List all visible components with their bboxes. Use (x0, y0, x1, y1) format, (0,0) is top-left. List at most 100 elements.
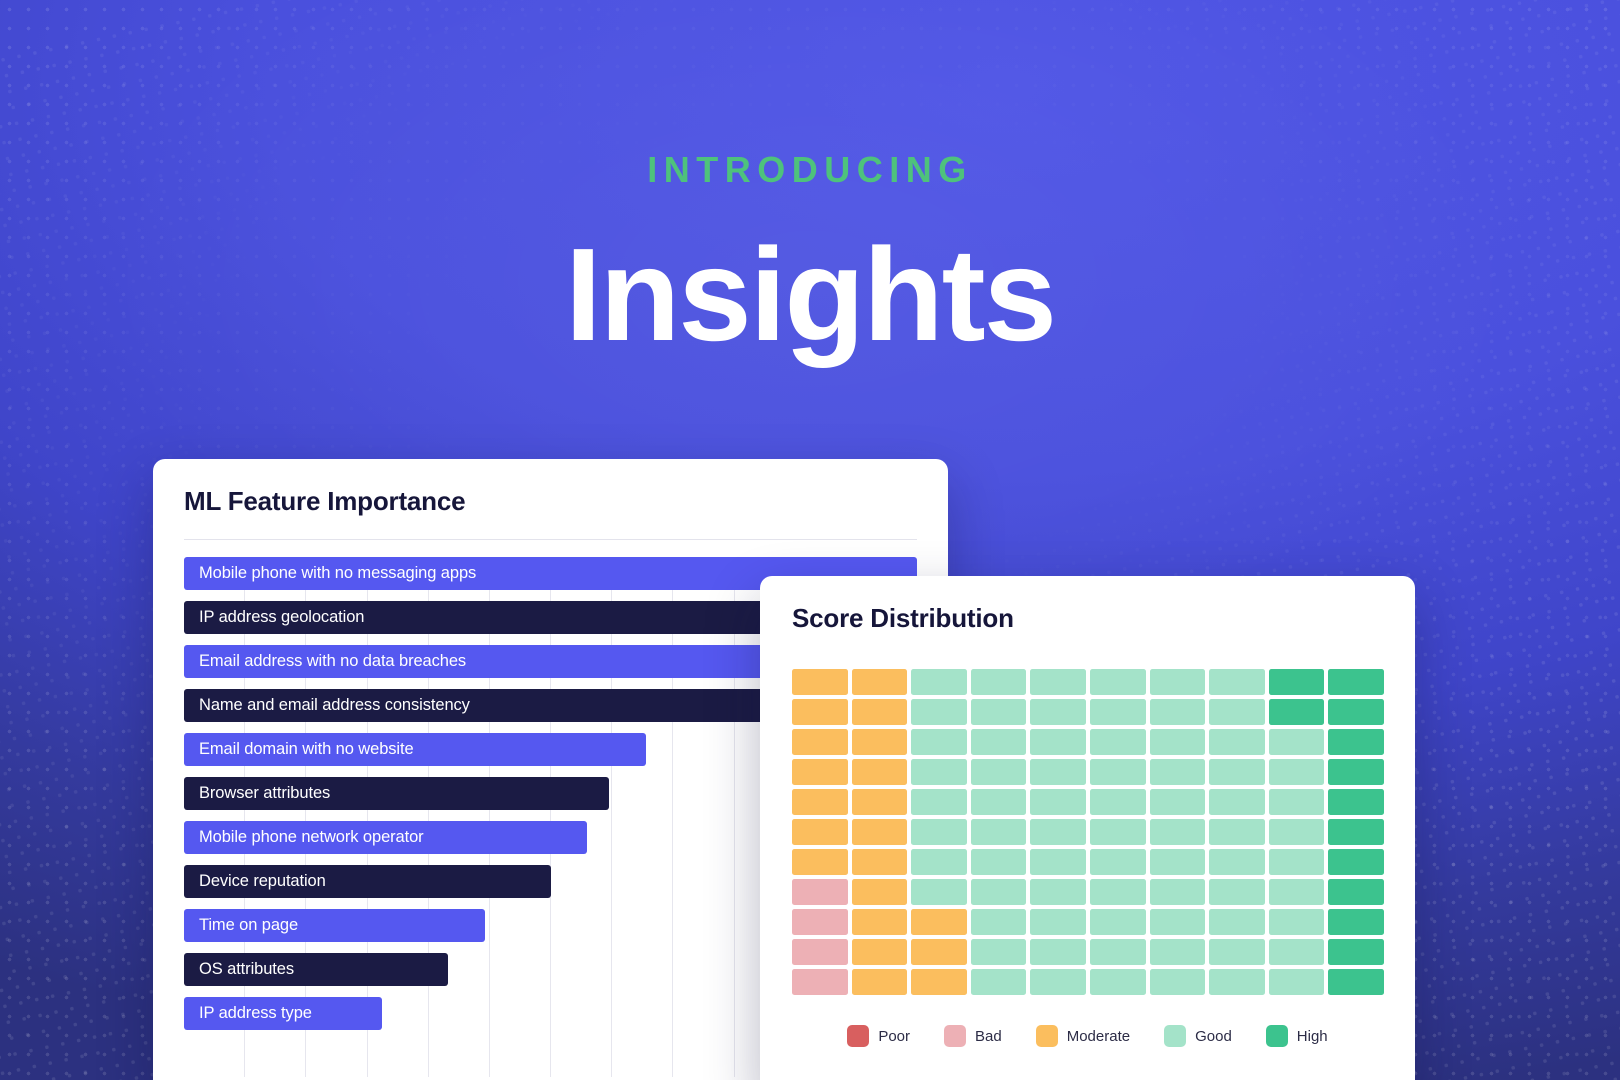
heatmap-cell[interactable] (1030, 879, 1086, 905)
heatmap-cell[interactable] (1209, 789, 1265, 815)
heatmap-cell[interactable] (792, 969, 848, 995)
heatmap-cell[interactable] (1268, 729, 1325, 755)
heatmap-cell[interactable] (1030, 939, 1086, 965)
heatmap-cell[interactable] (1089, 849, 1146, 875)
heatmap-cell[interactable] (851, 669, 908, 695)
heatmap-cell[interactable] (1268, 939, 1325, 965)
heatmap-cell[interactable] (1268, 819, 1325, 845)
feature-bar[interactable]: Time on page (184, 909, 485, 942)
heatmap-cell[interactable] (1328, 789, 1384, 815)
heatmap-cell[interactable] (851, 699, 908, 725)
heatmap-cell[interactable] (1030, 699, 1086, 725)
heatmap-cell[interactable] (970, 789, 1027, 815)
heatmap-cell[interactable] (1030, 789, 1086, 815)
heatmap-cell[interactable] (1209, 759, 1265, 785)
feature-bar[interactable]: Mobile phone network operator (184, 821, 588, 854)
heatmap-cell[interactable] (851, 909, 908, 935)
heatmap-cell[interactable] (1328, 879, 1384, 905)
heatmap-cell[interactable] (792, 669, 848, 695)
heatmap-cell[interactable] (1268, 669, 1325, 695)
feature-bar[interactable]: Email address with no data breaches (184, 645, 874, 678)
heatmap-cell[interactable] (1089, 819, 1146, 845)
heatmap-cell[interactable] (1268, 909, 1325, 935)
heatmap-cell[interactable] (1089, 909, 1146, 935)
heatmap-cell[interactable] (970, 759, 1027, 785)
heatmap-cell[interactable] (1030, 669, 1086, 695)
heatmap-cell[interactable] (792, 789, 848, 815)
feature-bar[interactable]: Browser attributes (184, 777, 610, 810)
heatmap-cell[interactable] (911, 759, 967, 785)
heatmap-cell[interactable] (1209, 729, 1265, 755)
heatmap-cell[interactable] (1149, 879, 1206, 905)
heatmap-cell[interactable] (792, 819, 848, 845)
heatmap-cell[interactable] (1030, 729, 1086, 755)
heatmap-cell[interactable] (970, 669, 1027, 695)
heatmap-cell[interactable] (911, 849, 967, 875)
heatmap-cell[interactable] (911, 729, 967, 755)
heatmap-cell[interactable] (1089, 729, 1146, 755)
feature-bar[interactable]: Device reputation (184, 865, 551, 898)
feature-bar[interactable]: OS attributes (184, 953, 448, 986)
heatmap-cell[interactable] (970, 729, 1027, 755)
heatmap-cell[interactable] (1149, 669, 1206, 695)
heatmap-cell[interactable] (1089, 879, 1146, 905)
heatmap-cell[interactable] (1209, 819, 1265, 845)
heatmap-cell[interactable] (1209, 909, 1265, 935)
heatmap-cell[interactable] (792, 879, 848, 905)
heatmap-cell[interactable] (792, 759, 848, 785)
heatmap-cell[interactable] (1149, 789, 1206, 815)
heatmap-cell[interactable] (970, 939, 1027, 965)
heatmap-cell[interactable] (1328, 669, 1384, 695)
heatmap-cell[interactable] (792, 699, 848, 725)
feature-bar[interactable]: Email domain with no website (184, 733, 646, 766)
heatmap-cell[interactable] (1328, 909, 1384, 935)
heatmap-cell[interactable] (1089, 699, 1146, 725)
heatmap-cell[interactable] (1209, 939, 1265, 965)
heatmap-cell[interactable] (851, 789, 908, 815)
heatmap-cell[interactable] (1089, 669, 1146, 695)
heatmap-cell[interactable] (792, 939, 848, 965)
heatmap-cell[interactable] (1268, 849, 1325, 875)
heatmap-cell[interactable] (970, 909, 1027, 935)
heatmap-cell[interactable] (1149, 969, 1206, 995)
heatmap-cell[interactable] (1328, 819, 1384, 845)
heatmap-cell[interactable] (1328, 759, 1384, 785)
heatmap-cell[interactable] (1089, 789, 1146, 815)
heatmap-cell[interactable] (851, 969, 908, 995)
heatmap-cell[interactable] (792, 729, 848, 755)
heatmap-cell[interactable] (1030, 909, 1086, 935)
heatmap-cell[interactable] (911, 699, 967, 725)
heatmap-cell[interactable] (1149, 729, 1206, 755)
heatmap-cell[interactable] (1328, 849, 1384, 875)
heatmap-cell[interactable] (1209, 699, 1265, 725)
heatmap-cell[interactable] (970, 969, 1027, 995)
heatmap-cell[interactable] (970, 849, 1027, 875)
heatmap-cell[interactable] (970, 699, 1027, 725)
heatmap-cell[interactable] (1268, 969, 1325, 995)
heatmap-cell[interactable] (1030, 969, 1086, 995)
heatmap-cell[interactable] (851, 819, 908, 845)
heatmap-cell[interactable] (1030, 849, 1086, 875)
feature-bar[interactable]: IP address type (184, 997, 382, 1030)
heatmap-cell[interactable] (1089, 759, 1146, 785)
heatmap-cell[interactable] (851, 849, 908, 875)
heatmap-cell[interactable] (1328, 729, 1384, 755)
heatmap-cell[interactable] (792, 849, 848, 875)
heatmap-cell[interactable] (1089, 969, 1146, 995)
heatmap-cell[interactable] (1030, 819, 1086, 845)
heatmap-cell[interactable] (1149, 909, 1206, 935)
heatmap-cell[interactable] (1209, 879, 1265, 905)
heatmap-cell[interactable] (1209, 969, 1265, 995)
heatmap-cell[interactable] (911, 819, 967, 845)
heatmap-cell[interactable] (851, 939, 908, 965)
heatmap-cell[interactable] (1268, 759, 1325, 785)
heatmap-cell[interactable] (1149, 939, 1206, 965)
heatmap-cell[interactable] (1268, 879, 1325, 905)
heatmap-cell[interactable] (1149, 699, 1206, 725)
heatmap-cell[interactable] (1209, 669, 1265, 695)
heatmap-cell[interactable] (1268, 789, 1325, 815)
heatmap-cell[interactable] (911, 909, 967, 935)
feature-bar[interactable]: Name and email address consistency (184, 689, 852, 722)
heatmap-cell[interactable] (970, 879, 1027, 905)
heatmap-cell[interactable] (1328, 969, 1384, 995)
